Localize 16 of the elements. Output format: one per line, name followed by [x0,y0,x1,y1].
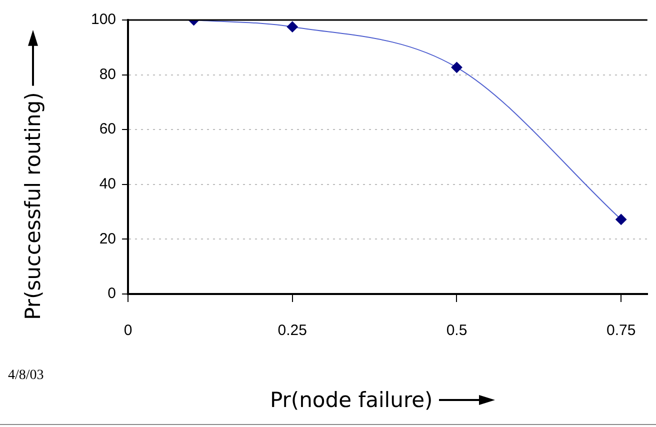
x-tick-label: 0 [124,322,132,340]
x-tick-label: 0.25 [278,322,307,340]
y-tick-label: 0 [108,285,116,302]
text: 4/8/03 [8,368,44,384]
y-tick-label: 60 [99,120,116,138]
y-tick-label: 100 [90,11,116,28]
y-tick-label: 80 [99,66,116,83]
y-tick-label: 20 [99,230,116,248]
x-tick-label: 0.75 [606,322,636,340]
y-tick-label: 40 [99,176,116,193]
x-tick-label: 0.5 [446,322,468,340]
x-axis-title: Pr(node failure) [270,388,433,412]
point [451,62,462,73]
y-axis-title: Pr(successful routing) [21,92,45,320]
point [616,214,627,225]
point [286,21,298,32]
